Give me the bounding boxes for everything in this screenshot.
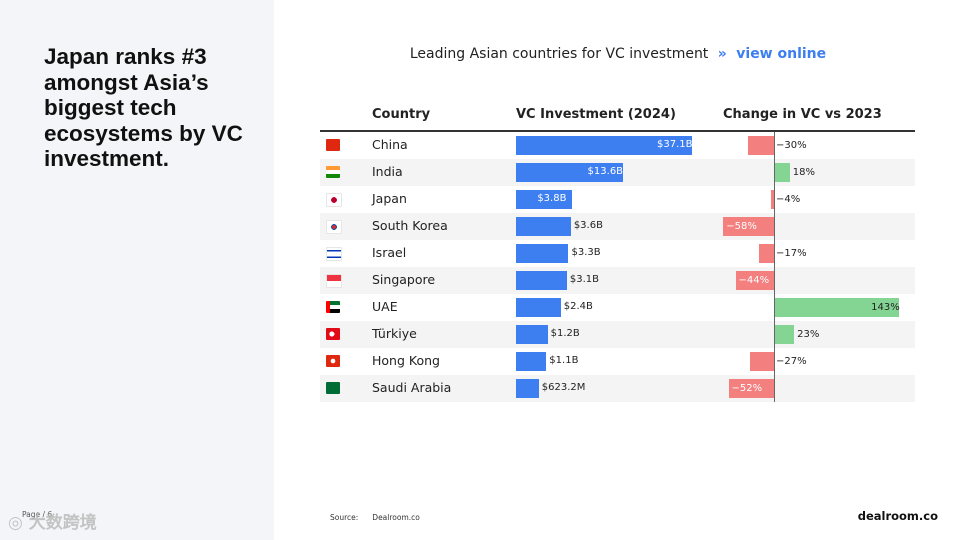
table-row: India $13.6B 18% [320, 159, 915, 186]
chart-title: Leading Asian countries for VC investmen… [300, 46, 936, 62]
watermark-text: 大数跨境 [28, 513, 97, 533]
view-online-link[interactable]: view online [736, 46, 827, 62]
table-row: Türkiye $1.2B 23% [320, 321, 915, 348]
change-value-label: −30% [776, 140, 807, 151]
page-number: Page / 6 [22, 510, 53, 519]
vc-bar [516, 298, 561, 317]
change-bar-negative [728, 379, 774, 398]
country-name: UAE [372, 299, 398, 314]
table-row: Israel $3.3B −17% [320, 240, 915, 267]
vc-value-label: $2.4B [563, 301, 593, 312]
change-value-label: 23% [797, 329, 820, 340]
country-name: Japan [372, 191, 407, 206]
table-row: Hong Kong $1.1B −27% [320, 348, 915, 375]
change-bar-negative [723, 217, 774, 236]
vc-value-label: $1.2B [550, 328, 580, 339]
vc-value-label: $623.2M [541, 382, 586, 393]
column-header-vc-investment: VC Investment (2024) [516, 107, 676, 122]
chevron-right-icon: » [717, 46, 727, 62]
vc-value-label: $3.3B [571, 247, 601, 258]
vc-bar [516, 244, 569, 263]
change-value-label: −17% [776, 248, 807, 259]
camera-icon: ◎ [8, 513, 23, 533]
vc-value-label: $37.1B [657, 139, 693, 150]
change-bar-negative [770, 190, 774, 209]
change-bar-negative [750, 352, 774, 371]
country-name: Hong Kong [372, 353, 440, 368]
vc-bar [516, 379, 539, 398]
table-row: China $37.1B −30% [320, 132, 915, 159]
vc-value-label: $1.1B [549, 355, 579, 366]
column-header-change: Change in VC vs 2023 [723, 107, 882, 122]
change-bar-negative [735, 271, 774, 290]
change-value-label: −44% [738, 275, 770, 286]
turkiye-flag-icon [326, 328, 340, 340]
table-row: Japan $3.8B −4% [320, 186, 915, 213]
country-name: Singapore [372, 272, 436, 287]
saudi-arabia-flag-icon [326, 382, 340, 394]
country-name: Saudi Arabia [372, 380, 452, 395]
country-name: China [372, 137, 408, 152]
table-row: South Korea $3.6B −58% [320, 213, 915, 240]
change-value-label: 143% [871, 302, 900, 313]
country-name: India [372, 164, 403, 179]
watermark: ◎ 大数跨境 [8, 508, 97, 533]
chart-title-text: Leading Asian countries for VC investmen… [409, 46, 709, 62]
vc-value-label: $13.6B [587, 166, 624, 177]
vc-value-label: $3.1B [569, 274, 600, 285]
country-name: Israel [372, 245, 407, 260]
hong-kong-flag-icon [326, 355, 340, 367]
change-bar-positive [774, 325, 795, 344]
country-name: South Korea [372, 218, 448, 233]
vc-bar [516, 352, 547, 371]
vc-bar [516, 136, 692, 155]
vc-bar [516, 271, 567, 290]
change-value-label: 18% [792, 167, 815, 178]
singapore-flag-icon [326, 274, 342, 288]
india-flag-icon [326, 166, 340, 178]
vc-bar [516, 217, 571, 236]
change-zero-axis [774, 132, 775, 402]
change-value-label: −52% [731, 383, 763, 394]
change-value-label: −27% [776, 356, 807, 367]
table-row: Singapore $3.1B −44% [320, 267, 915, 294]
source-label: Source: [330, 513, 359, 522]
israel-flag-icon [326, 247, 342, 261]
dealroom-logo: dealroom.co [857, 509, 938, 523]
slide-headline: Japan ranks #3 amongst Asia’s biggest te… [44, 44, 243, 171]
change-value-label: −58% [726, 221, 757, 232]
change-bar-negative [759, 244, 774, 263]
vc-value-label: $3.6B [573, 220, 603, 231]
table-row: Saudi Arabia $623.2M −52% [320, 375, 915, 402]
country-name: Türkiye [372, 326, 417, 341]
left-panel [0, 0, 274, 540]
change-bar-positive [774, 163, 790, 182]
change-bar-negative [747, 136, 774, 155]
vc-bar [516, 190, 573, 209]
source-note: Source: Dealroom.co [330, 513, 420, 522]
china-flag-icon [326, 139, 340, 151]
vc-bar [516, 325, 548, 344]
vc-value-label: $3.8B [537, 193, 567, 204]
table-row: UAE $2.4B 143% [320, 294, 915, 321]
change-value-label: −4% [776, 194, 801, 205]
source-value: Dealroom.co [372, 513, 420, 522]
change-bar-positive [774, 298, 900, 317]
column-header-country: Country [372, 107, 431, 122]
japan-flag-icon [326, 193, 342, 207]
uae-flag-icon [326, 301, 340, 313]
south-korea-flag-icon [326, 220, 342, 234]
header-rule [320, 130, 915, 132]
vc-bar [516, 163, 623, 182]
